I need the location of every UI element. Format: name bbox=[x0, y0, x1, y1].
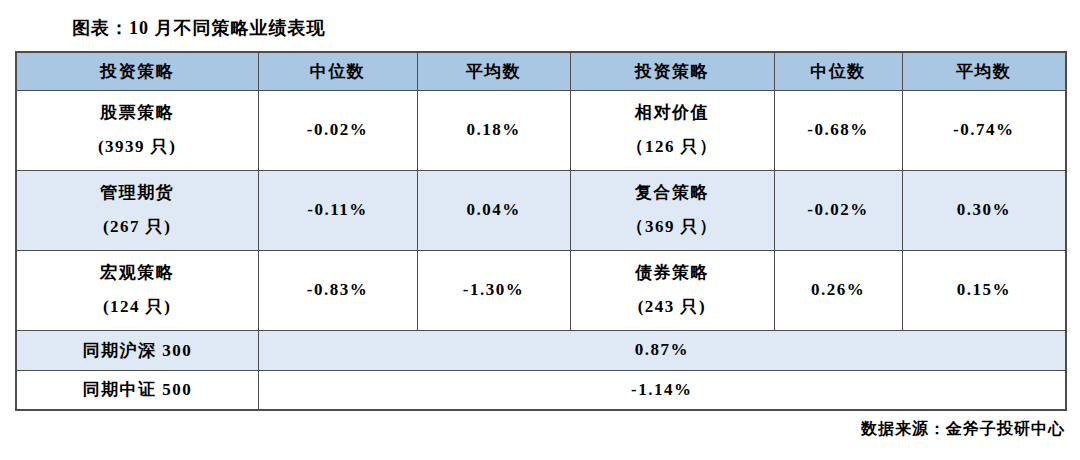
strategy-count: (124 只) bbox=[17, 290, 258, 324]
strategy-name: 相对价值 bbox=[571, 96, 774, 130]
header-median-left: 中位数 bbox=[258, 52, 417, 90]
table-row-futures-composite: 管理期货 (267 只) -0.11% 0.04% 复合策略 （369 只） -… bbox=[16, 170, 1066, 250]
median-value: -0.11% bbox=[258, 170, 417, 250]
average-value: -0.74% bbox=[902, 90, 1066, 170]
median-value: -0.02% bbox=[258, 90, 417, 170]
average-value: 0.30% bbox=[902, 170, 1066, 250]
strategy-count: (243 只) bbox=[571, 290, 774, 324]
strategy-count: （369 只） bbox=[571, 210, 774, 244]
median-value: -0.83% bbox=[258, 250, 417, 330]
benchmark-value: 0.87% bbox=[258, 330, 1066, 370]
header-average-right: 平均数 bbox=[902, 52, 1066, 90]
median-value: -0.68% bbox=[774, 90, 902, 170]
strategy-name: 复合策略 bbox=[571, 176, 774, 210]
strategy-count: (3939 只) bbox=[17, 130, 258, 164]
strategy-count: (267 只) bbox=[17, 210, 258, 244]
strategy-cell: 相对价值 （126 只） bbox=[570, 90, 774, 170]
average-value: 0.15% bbox=[902, 250, 1066, 330]
strategy-name: 债券策略 bbox=[571, 256, 774, 290]
summary-row-csi500: 同期中证 500 -1.14% bbox=[16, 370, 1066, 410]
strategy-name: 管理期货 bbox=[17, 176, 258, 210]
header-median-right: 中位数 bbox=[774, 52, 902, 90]
table-row-stock-relative: 股票策略 (3939 只) -0.02% 0.18% 相对价值 （126 只） … bbox=[16, 90, 1066, 170]
average-value: 0.04% bbox=[417, 170, 570, 250]
median-value: -0.02% bbox=[774, 170, 902, 250]
header-average-left: 平均数 bbox=[417, 52, 570, 90]
strategy-name: 股票策略 bbox=[17, 96, 258, 130]
strategy-cell: 股票策略 (3939 只) bbox=[16, 90, 258, 170]
performance-table: 投资策略 中位数 平均数 投资策略 中位数 平均数 股票策略 (3939 只) … bbox=[15, 51, 1067, 411]
average-value: 0.18% bbox=[417, 90, 570, 170]
header-row: 投资策略 中位数 平均数 投资策略 中位数 平均数 bbox=[16, 52, 1066, 90]
median-value: 0.26% bbox=[774, 250, 902, 330]
benchmark-label: 同期中证 500 bbox=[16, 370, 258, 410]
average-value: -1.30% bbox=[417, 250, 570, 330]
benchmark-label: 同期沪深 300 bbox=[16, 330, 258, 370]
strategy-count: （126 只） bbox=[571, 130, 774, 164]
header-strategy-right: 投资策略 bbox=[570, 52, 774, 90]
data-source-note: 数据来源：金斧子投研中心 bbox=[15, 411, 1065, 440]
summary-row-hs300: 同期沪深 300 0.87% bbox=[16, 330, 1066, 370]
benchmark-value: -1.14% bbox=[258, 370, 1066, 410]
strategy-cell: 管理期货 (267 只) bbox=[16, 170, 258, 250]
table-row-macro-bond: 宏观策略 (124 只) -0.83% -1.30% 债券策略 (243 只) … bbox=[16, 250, 1066, 330]
header-strategy-left: 投资策略 bbox=[16, 52, 258, 90]
strategy-name: 宏观策略 bbox=[17, 256, 258, 290]
strategy-cell: 复合策略 （369 只） bbox=[570, 170, 774, 250]
figure-title: 图表：10 月不同策略业绩表现 bbox=[0, 0, 1080, 40]
strategy-cell: 宏观策略 (124 只) bbox=[16, 250, 258, 330]
strategy-cell: 债券策略 (243 只) bbox=[570, 250, 774, 330]
